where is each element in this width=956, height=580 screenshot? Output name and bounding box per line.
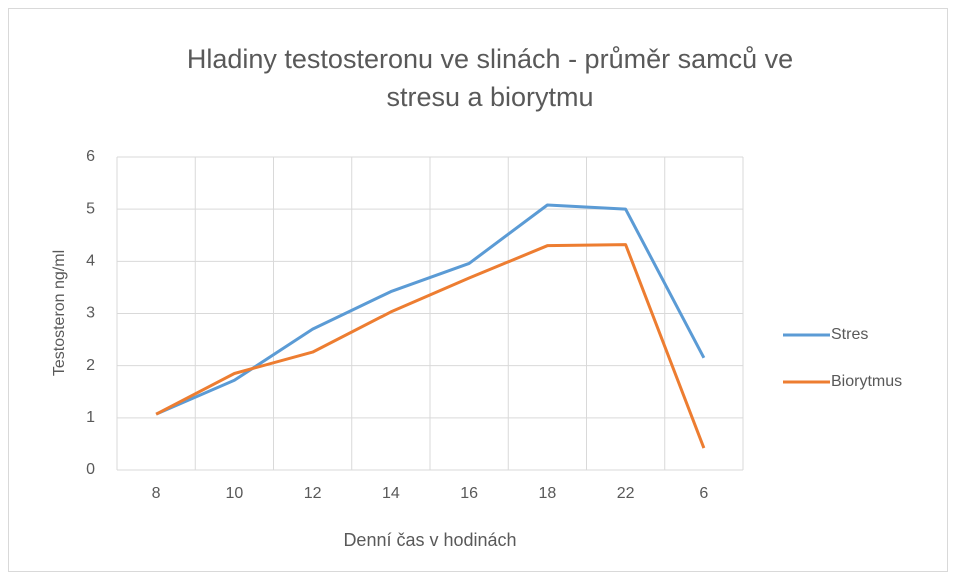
- line-series: [155, 243, 706, 449]
- y-tick-label: 6: [86, 148, 95, 165]
- y-tick-label: 5: [86, 200, 95, 217]
- y-tick-label: 1: [86, 409, 95, 426]
- chart-border: [8, 8, 948, 572]
- x-tick-label: 16: [460, 485, 478, 502]
- x-tick-label: 14: [382, 485, 400, 502]
- x-tick-label: 12: [304, 485, 322, 502]
- y-tick-label: 2: [86, 357, 95, 374]
- x-tick-label: 18: [538, 485, 556, 502]
- legend-label: Biorytmus: [831, 373, 902, 390]
- legend-label: Stres: [831, 326, 868, 343]
- y-tick-label: 0: [86, 461, 95, 478]
- x-tick-label: 22: [617, 485, 635, 502]
- line-series: [155, 203, 706, 416]
- x-tick-label: 6: [699, 485, 708, 502]
- chart-title: Hladiny testosteronu ve slinách - průměr…: [186, 44, 794, 112]
- x-axis-label: Denní čas v hodinách: [343, 530, 516, 550]
- y-axis-label: Testosteron ng/ml: [51, 250, 68, 376]
- x-tick-label: 10: [225, 485, 243, 502]
- x-tick-label: 8: [152, 485, 161, 502]
- y-tick-label: 3: [86, 305, 95, 322]
- y-tick-label: 4: [86, 253, 95, 270]
